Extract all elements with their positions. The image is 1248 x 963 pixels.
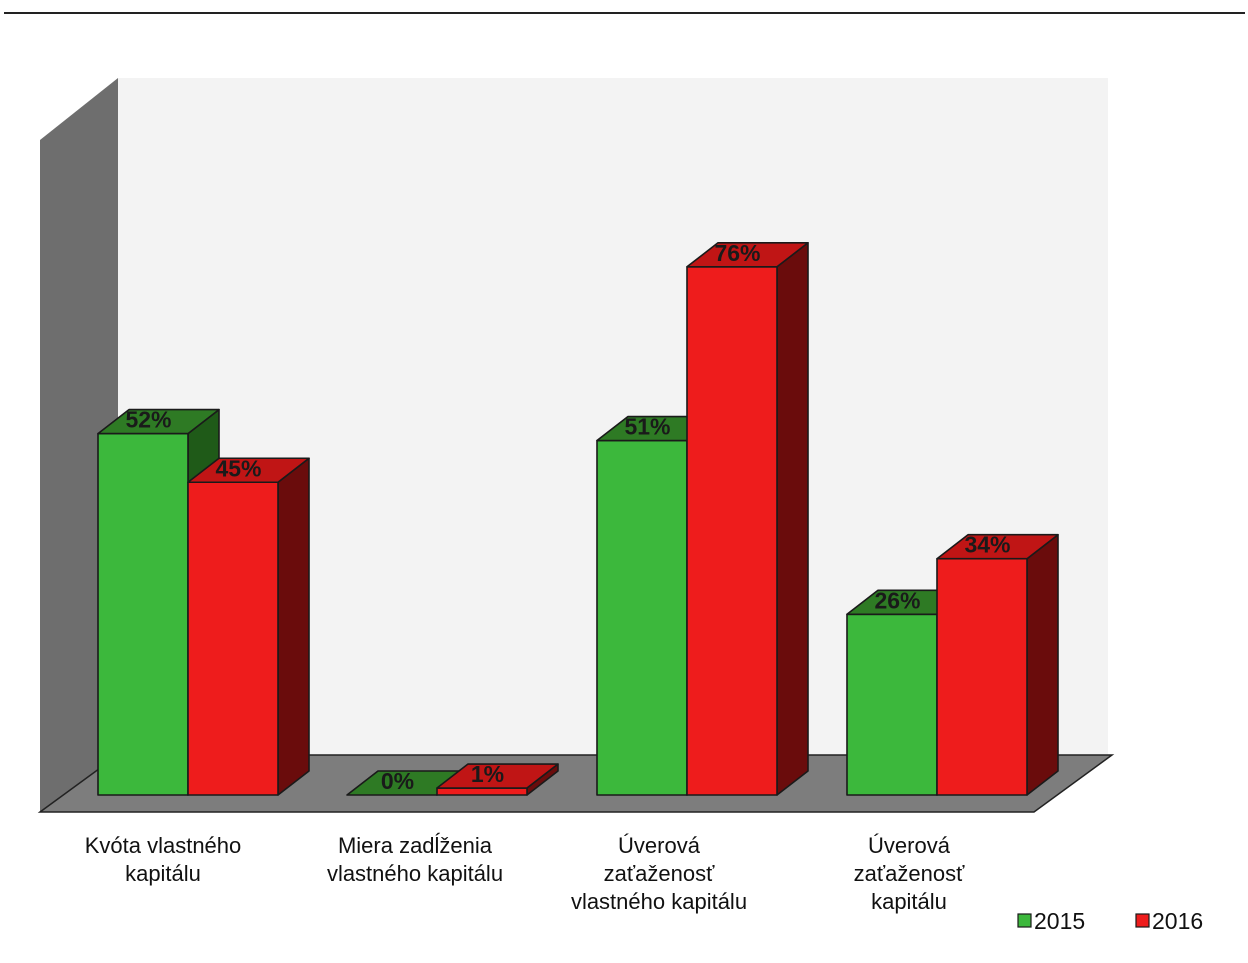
- bar-top: [187, 457, 310, 484]
- bar-side: [776, 242, 809, 796]
- value-labels: 52% 45% 0% 1% 51% 76% 26% 34%: [125, 240, 1010, 794]
- value-label: 76%: [714, 240, 760, 266]
- bar-top: [936, 533, 1059, 560]
- bar-side: [277, 457, 310, 796]
- category-label: Miera zadĺženia vlastného kapitálu: [327, 833, 503, 886]
- bar-front: [686, 265, 778, 796]
- chart-bars: [97, 242, 1059, 796]
- bar-top: [97, 408, 220, 435]
- back-wall: [118, 78, 1108, 755]
- bar-top: [436, 763, 559, 789]
- legend-swatch: [1017, 913, 1032, 928]
- value-label: 0%: [381, 768, 414, 794]
- bar-2016-3: [936, 533, 1059, 796]
- bar-front: [187, 481, 279, 796]
- legend-label: 2016: [1152, 908, 1203, 934]
- category-label: Úverová zaťaženosť kapitálu: [854, 833, 965, 914]
- bar-front: [936, 557, 1028, 796]
- bar-side: [1026, 533, 1059, 796]
- bar-2016-2: [686, 242, 809, 796]
- bar-front: [846, 613, 938, 796]
- legend: 2015 2016: [1017, 908, 1203, 934]
- category-labels: Kvóta vlastného kapitálu Miera zadĺženia vl…: [85, 833, 965, 914]
- value-label: 51%: [624, 414, 670, 440]
- legend-label: 2015: [1034, 908, 1085, 934]
- chart-walls: [37, 78, 1115, 813]
- category-label: Úverová zaťaženosť vlastného kapitálu: [571, 833, 747, 914]
- legend-swatch: [1135, 913, 1150, 928]
- value-label: 52%: [125, 407, 171, 433]
- bar-front: [97, 432, 189, 796]
- bar-2016-1: [436, 763, 559, 796]
- chart-frame: [4, 12, 1245, 958]
- bar-front: [436, 787, 528, 796]
- bar-2016-0: [187, 457, 310, 796]
- value-label: 26%: [874, 587, 920, 613]
- value-label: 34%: [964, 532, 1010, 558]
- legend-item-2016: 2016: [1135, 908, 1203, 934]
- legend-item-2015: 2015: [1017, 908, 1085, 934]
- value-label: 45%: [215, 455, 261, 481]
- bar-top: [686, 242, 809, 268]
- bar-front: [596, 439, 688, 796]
- category-label: Kvóta vlastného kapitálu: [85, 833, 242, 886]
- value-label: 1%: [471, 761, 504, 787]
